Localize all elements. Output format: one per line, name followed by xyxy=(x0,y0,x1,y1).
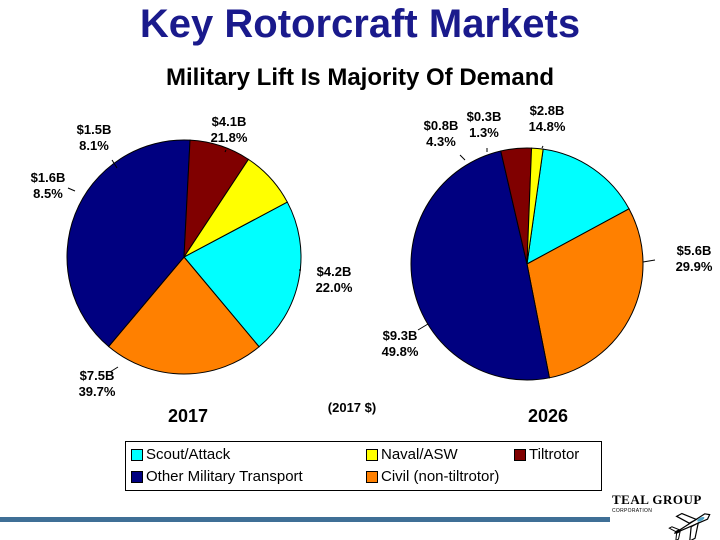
footer-bar xyxy=(0,517,610,522)
logo-sub: CORPORATION xyxy=(612,508,653,514)
data-label-percent-2026-tiltrotor: 4.3% xyxy=(426,134,456,149)
legend-label-naval-asw: Naval/ASW xyxy=(381,446,458,463)
pie-slice-2026-civil-non-tiltrotor xyxy=(526,208,644,379)
leader-line-2017-tiltrotor xyxy=(67,187,76,192)
leader-line-2026-tiltrotor xyxy=(459,154,466,161)
data-label-percent-2026-other-military-transport: 49.8% xyxy=(382,344,419,359)
legend-swatch-scout-attack xyxy=(131,448,143,461)
data-label-amount-2026-other-military-transport: $9.3B xyxy=(383,328,418,343)
legend-swatch-civil xyxy=(366,470,378,483)
data-label-amount-2026-civil-non-tiltrotor: $5.6B xyxy=(677,243,712,258)
leader-line-2026-civil-non-tiltrotor xyxy=(642,259,656,263)
data-label-amount-2026-tiltrotor: $0.8B xyxy=(424,118,459,133)
leader-line-2017-scout-attack xyxy=(224,149,227,153)
data-label-percent-2017-tiltrotor: 8.5% xyxy=(33,186,63,201)
chart-subtitle: Military Lift Is Majority Of Demand xyxy=(165,64,555,91)
pie-slice-2017-civil-non-tiltrotor xyxy=(107,256,260,375)
pie-slice-2017-scout-attack xyxy=(183,201,302,348)
legend-swatch-tiltrotor xyxy=(514,448,526,461)
data-label-amount-2017-civil-non-tiltrotor: $4.2B xyxy=(317,264,352,279)
pie-slice-2026-other-military-transport xyxy=(410,150,551,381)
leader-line-2026-scout-attack xyxy=(541,145,544,149)
legend-item-tiltrotor: Tiltrotor xyxy=(514,446,579,463)
data-label-percent-2017-other-military-transport: 39.7% xyxy=(79,384,116,399)
data-label-amount-2017-other-military-transport: $7.5B xyxy=(80,368,115,383)
legend-swatch-naval-asw xyxy=(366,448,378,461)
legend-item-civil: Civil (non-tiltrotor) xyxy=(366,468,499,485)
legend-item-naval-asw: Naval/ASW xyxy=(366,446,458,463)
data-label-percent-2026-scout-attack: 14.8% xyxy=(529,119,566,134)
data-label-amount-2026-scout-attack: $2.8B xyxy=(530,103,565,118)
pie-slice-2017-naval-asw xyxy=(183,158,288,258)
chart-year-2026: 2026 xyxy=(528,406,568,426)
legend-label-scout-attack: Scout/Attack xyxy=(146,446,231,463)
logo-name: TEAL GROUP xyxy=(612,492,702,507)
chart-year-2017: 2017 xyxy=(168,406,208,426)
legend-label-civil: Civil (non-tiltrotor) xyxy=(381,468,500,485)
data-label-percent-2017-civil-non-tiltrotor: 22.0% xyxy=(316,280,353,295)
pie-slice-2026-scout-attack xyxy=(526,148,630,265)
legend-swatch-other-military-transport xyxy=(131,470,143,483)
data-label-amount-2017-scout-attack: $4.1B xyxy=(212,114,247,129)
teal-group-logo: TEAL GROUP CORPORATION xyxy=(610,490,720,540)
legend-label-tiltrotor: Tiltrotor xyxy=(529,446,580,463)
data-label-amount-2026-naval-asw: $0.3B xyxy=(467,109,502,124)
data-label-amount-2017-tiltrotor: $1.6B xyxy=(31,170,66,185)
chart-legend: Scout/Attack Naval/ASW Tiltrotor Other M… xyxy=(125,441,602,491)
data-label-percent-2026-naval-asw: 1.3% xyxy=(469,125,499,140)
pie-slice-2026-naval-asw xyxy=(526,147,544,265)
data-label-amount-2017-naval-asw: $1.5B xyxy=(77,122,112,137)
legend-item-scout-attack: Scout/Attack xyxy=(131,446,230,463)
pie-slice-2017-other-military-transport xyxy=(66,139,191,348)
legend-item-other-military-transport: Other Military Transport xyxy=(131,468,303,485)
data-label-percent-2017-naval-asw: 8.1% xyxy=(79,138,109,153)
data-label-percent-2026-civil-non-tiltrotor: 29.9% xyxy=(676,259,713,274)
leader-line-2026-other-military-transport xyxy=(417,323,429,331)
leader-line-2017-other-military-transport xyxy=(109,366,119,373)
legend-label-other-military-transport: Other Military Transport xyxy=(146,468,303,485)
currency-note: (2017 $) xyxy=(328,400,376,415)
data-label-percent-2017-scout-attack: 21.8% xyxy=(211,130,248,145)
aircraft-logo-icon xyxy=(668,512,711,540)
page-title: Key Rotorcraft Markets xyxy=(139,2,581,46)
leader-line-2017-naval-asw xyxy=(111,159,118,169)
